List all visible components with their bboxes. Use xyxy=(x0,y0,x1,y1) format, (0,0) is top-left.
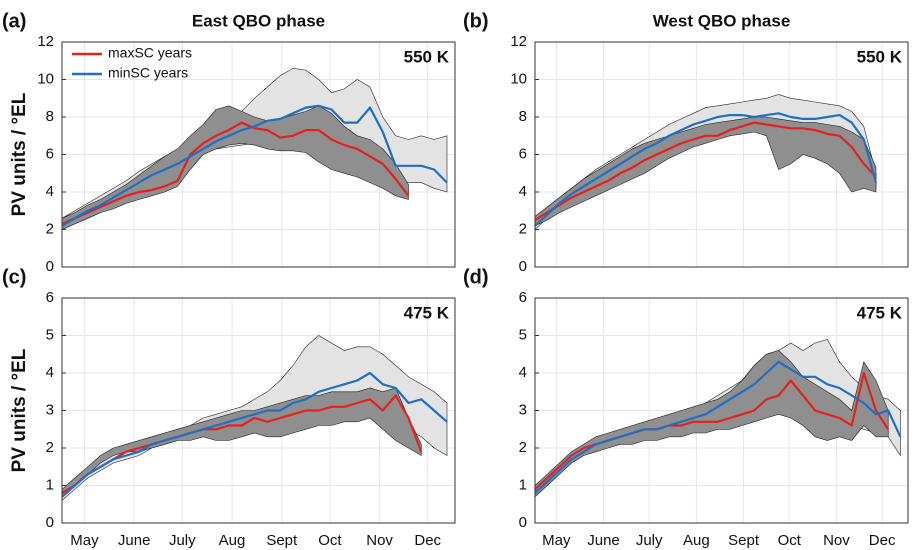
y-tick-label: 10 xyxy=(37,70,54,87)
x-tick-label: July xyxy=(636,532,663,549)
x-tick-label: May xyxy=(542,532,571,549)
x-tick-label: Oct xyxy=(778,532,802,549)
x-tick-label: Dec xyxy=(414,532,441,549)
legend-label: maxSC years xyxy=(108,45,192,61)
x-tick-label: June xyxy=(118,532,151,549)
panel: 0 1 2 3 4 5 6 May June July Aug Sept Oct Nov Dec (c) 475… xyxy=(2,266,456,549)
y-tick-label: 5 xyxy=(46,326,54,343)
panel-label: (c) xyxy=(2,266,26,288)
series-line xyxy=(534,112,878,227)
y-axis-label: PV units / °EL xyxy=(9,92,30,216)
y-tick-label: 12 xyxy=(37,33,54,50)
panel-label: (a) xyxy=(2,10,26,32)
series-line xyxy=(534,360,902,494)
plot-frame xyxy=(61,41,456,268)
x-tick-label: Sept xyxy=(728,532,760,549)
x-tick-label: May xyxy=(70,532,99,549)
y-tick-label: 8 xyxy=(519,108,527,125)
panel: 0 2 4 6 8 10 12 (a) East QBO phase 550 K PV units … xyxy=(2,10,456,275)
y-tick-label: 8 xyxy=(46,108,54,125)
y-tick-label: 6 xyxy=(519,289,527,306)
y-tick-label: 0 xyxy=(46,258,54,275)
y-tick-label: 6 xyxy=(46,289,54,306)
y-tick-label: 0 xyxy=(46,514,54,531)
y-tick-label: 4 xyxy=(46,364,54,381)
x-tick-label: Aug xyxy=(219,532,246,549)
series-line xyxy=(534,121,877,222)
y-tick-label: 12 xyxy=(510,33,527,50)
level-label: 475 K xyxy=(857,303,903,322)
y-axis-label: PV units / °EL xyxy=(9,348,30,472)
y-tick-label: 4 xyxy=(519,364,527,381)
x-tick-label: Oct xyxy=(318,532,342,549)
level-label: 475 K xyxy=(404,303,450,322)
panel-title: East QBO phase xyxy=(192,11,325,30)
y-tick-label: 4 xyxy=(519,183,527,200)
y-tick-label: 2 xyxy=(519,220,527,237)
plot-frame xyxy=(61,297,456,524)
y-tick-label: 1 xyxy=(519,476,527,493)
y-tick-label: 4 xyxy=(46,183,54,200)
spread-band xyxy=(61,105,409,230)
series-line xyxy=(61,121,410,225)
panel: 0 2 4 6 8 10 12 (b) West QBO phase 550 K xyxy=(463,10,909,275)
y-tick-label: 10 xyxy=(510,70,527,87)
series-line xyxy=(61,394,423,494)
x-tick-label: Aug xyxy=(683,532,710,549)
panel: 0 1 2 3 4 5 6 May June July Aug Sept Oct Nov Dec (d) 475… xyxy=(463,266,909,549)
y-tick-label: 3 xyxy=(519,401,527,418)
y-tick-label: 2 xyxy=(46,220,54,237)
x-tick-label: July xyxy=(169,532,196,549)
y-tick-label: 6 xyxy=(519,145,527,162)
series-line xyxy=(61,104,448,227)
y-tick-label: 2 xyxy=(519,439,527,456)
panel-label: (d) xyxy=(463,266,489,288)
y-tick-label: 1 xyxy=(46,476,54,493)
y-tick-label: 6 xyxy=(46,145,54,162)
y-tick-label: 3 xyxy=(46,401,54,418)
spread-band xyxy=(61,387,422,498)
y-tick-label: 2 xyxy=(46,439,54,456)
level-label: 550 K xyxy=(857,47,903,66)
panel-label: (b) xyxy=(463,10,489,32)
plot-frame xyxy=(534,297,909,524)
level-label: 550 K xyxy=(404,47,450,66)
plot-frame xyxy=(534,41,909,268)
x-tick-label: Nov xyxy=(823,532,850,549)
y-tick-label: 5 xyxy=(519,326,527,343)
x-tick-label: June xyxy=(587,532,620,549)
panel-title: West QBO phase xyxy=(653,11,791,30)
series-line xyxy=(61,371,448,498)
y-tick-label: 0 xyxy=(519,258,527,275)
x-tick-label: Dec xyxy=(869,532,896,549)
x-tick-label: Sept xyxy=(266,532,298,549)
x-tick-label: Nov xyxy=(366,532,393,549)
spread-band xyxy=(534,350,889,498)
spread-band xyxy=(534,116,877,227)
legend-label: minSC years xyxy=(108,65,188,81)
y-tick-label: 0 xyxy=(519,514,527,531)
